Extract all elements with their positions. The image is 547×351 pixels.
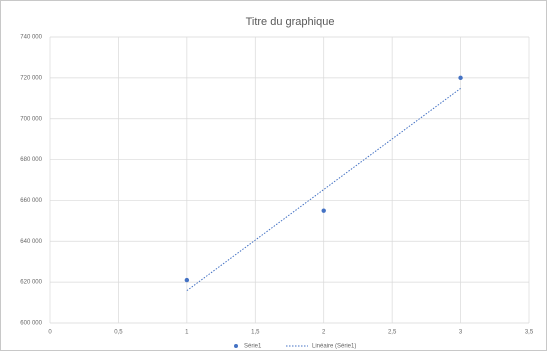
x-tick-label: 2 (322, 330, 326, 336)
y-tick-label: 620 000 (20, 280, 42, 286)
legend-swatch (234, 344, 238, 348)
y-tick-label: 640 000 (20, 239, 42, 245)
y-tick-label: 700 000 (20, 116, 42, 122)
y-tick-label: 680 000 (20, 157, 42, 163)
chart-title: Titre du graphique (246, 16, 335, 28)
y-tick-label: 720 000 (20, 75, 42, 81)
data-point (184, 277, 190, 283)
y-tick-label: 600 000 (20, 321, 42, 327)
y-tick-label: 660 000 (20, 198, 42, 204)
data-point (458, 75, 463, 81)
x-tick-label: 2,5 (388, 330, 397, 336)
legend-label: Série1 (244, 344, 262, 350)
x-tick-label: 1 (185, 330, 189, 336)
x-tick-label: 0,5 (114, 330, 123, 336)
x-tick-label: 3 (459, 330, 463, 336)
x-tick-label: 3,5 (525, 330, 534, 336)
data-point (321, 208, 326, 213)
x-tick-label: 0 (48, 330, 52, 336)
legend-label: Linéaire (Série1) (312, 344, 356, 350)
y-tick-label: 740 000 (20, 35, 42, 41)
x-tick-label: 1,5 (251, 330, 260, 336)
